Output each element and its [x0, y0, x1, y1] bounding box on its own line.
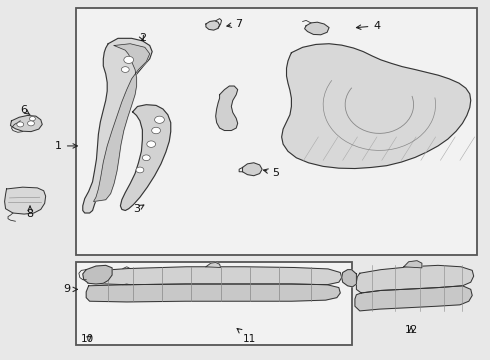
Circle shape [136, 167, 144, 173]
Polygon shape [305, 22, 329, 35]
Polygon shape [404, 261, 422, 268]
Text: 4: 4 [356, 21, 381, 31]
Polygon shape [216, 86, 238, 131]
Circle shape [155, 116, 164, 123]
Circle shape [29, 117, 35, 121]
Text: 12: 12 [405, 325, 418, 334]
Polygon shape [356, 265, 474, 293]
Text: 10: 10 [81, 334, 94, 344]
Circle shape [143, 155, 150, 161]
Polygon shape [83, 265, 112, 284]
Polygon shape [243, 163, 262, 176]
Polygon shape [282, 44, 471, 168]
Text: 7: 7 [227, 19, 243, 29]
Circle shape [122, 67, 129, 72]
Polygon shape [83, 39, 152, 213]
Polygon shape [10, 116, 42, 132]
Polygon shape [206, 262, 220, 267]
Bar [76, 262, 352, 345]
Circle shape [27, 121, 34, 126]
Polygon shape [4, 187, 46, 214]
Text: 6: 6 [20, 105, 30, 115]
Polygon shape [206, 21, 220, 30]
Text: 9: 9 [64, 284, 77, 294]
Text: 2: 2 [139, 33, 146, 43]
Polygon shape [121, 105, 171, 211]
Polygon shape [86, 284, 340, 302]
Circle shape [17, 122, 24, 127]
Polygon shape [342, 270, 356, 287]
Circle shape [124, 56, 134, 63]
Polygon shape [355, 286, 472, 311]
Bar [76, 8, 477, 255]
Text: 5: 5 [264, 168, 279, 178]
Text: 1: 1 [55, 141, 77, 151]
Circle shape [147, 141, 156, 147]
Text: 3: 3 [133, 204, 144, 215]
Polygon shape [86, 267, 342, 285]
Text: 8: 8 [26, 206, 34, 219]
Text: 11: 11 [237, 328, 256, 344]
Polygon shape [94, 44, 150, 202]
Circle shape [152, 127, 160, 134]
